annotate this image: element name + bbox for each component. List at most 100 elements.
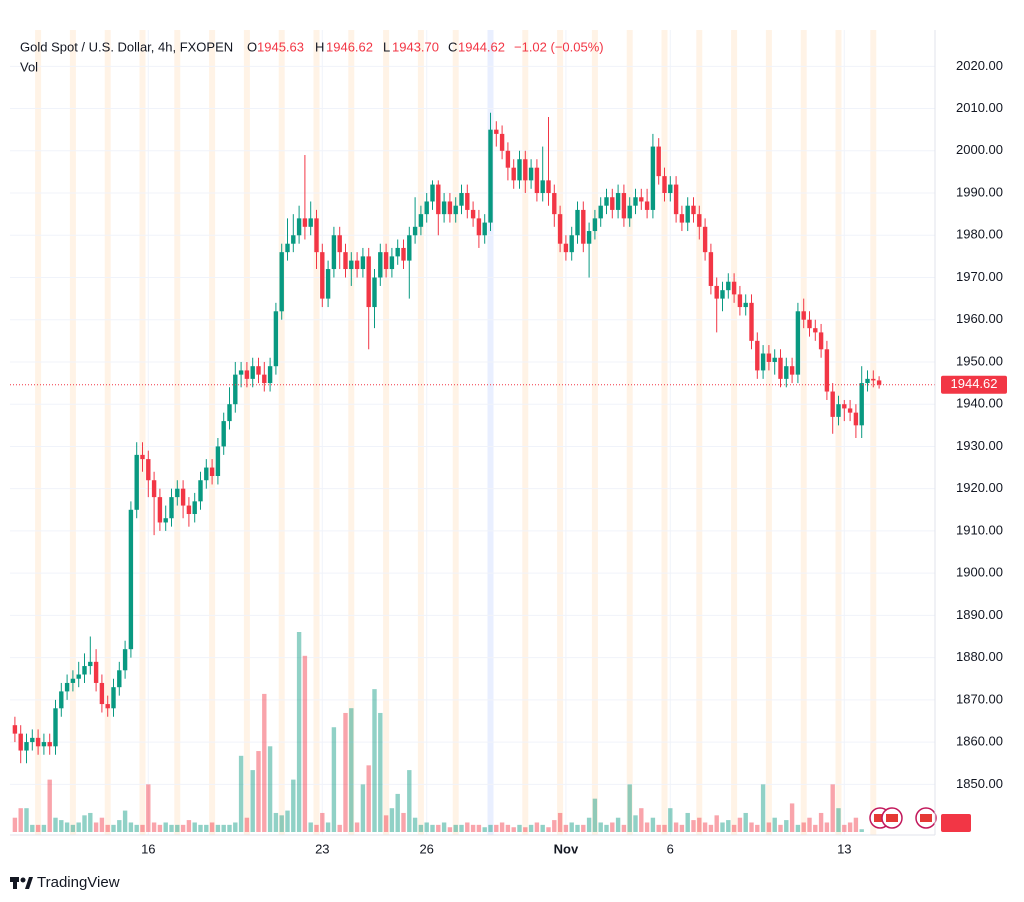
brand-logo	[10, 877, 33, 889]
y-tick-label: 2010.00	[956, 100, 1003, 115]
volume-bar	[760, 784, 766, 832]
legend-close: 1944.62	[458, 39, 505, 54]
candle-body	[204, 467, 209, 481]
legend-letter: O	[247, 39, 257, 54]
y-tick-label: 1850.00	[956, 776, 1003, 791]
candle-body	[766, 353, 772, 362]
candle-body	[795, 311, 801, 375]
volume-bar	[308, 822, 313, 832]
volume-bar	[412, 817, 418, 832]
candle-body	[789, 366, 795, 375]
candle-body	[279, 252, 284, 312]
volume-bar	[12, 817, 18, 832]
candle-body	[569, 235, 574, 253]
session-stripe	[591, 30, 598, 835]
candle-body	[847, 408, 853, 413]
volume-bar	[47, 779, 52, 832]
volume-bar	[372, 689, 377, 832]
volume-bar	[285, 810, 290, 832]
candle-body	[302, 218, 308, 227]
volume-bar	[238, 755, 244, 832]
volume-bar	[30, 824, 35, 832]
volume-bar	[41, 824, 47, 832]
volume-badge	[941, 814, 971, 832]
candle-body	[395, 247, 400, 257]
volume-bar	[511, 827, 516, 832]
volume-bar	[726, 820, 731, 832]
volume-bar	[505, 824, 511, 832]
volume-bar	[523, 827, 528, 832]
volume-bar	[331, 727, 337, 832]
candle-body	[563, 243, 569, 253]
candle-body	[244, 370, 250, 379]
candle-body	[511, 167, 516, 181]
volume-bar	[772, 817, 777, 832]
volume-bar	[192, 822, 197, 832]
candle-body	[180, 488, 186, 506]
candle-body	[552, 193, 557, 215]
candle-body	[575, 209, 580, 236]
volume-bar	[575, 824, 580, 832]
candle-body	[772, 357, 777, 362]
candle-body	[314, 218, 319, 253]
candle-body	[93, 661, 99, 683]
volume-bar	[302, 655, 308, 832]
candle-body	[430, 184, 435, 202]
session-stripe	[104, 30, 111, 835]
volume-bar	[99, 817, 105, 832]
y-tick-label: 1960.00	[956, 311, 1003, 326]
candle-body	[331, 235, 337, 270]
candle-body	[807, 319, 812, 329]
session-stripe	[278, 30, 285, 835]
candle-body	[308, 218, 313, 227]
y-tick-label: 2020.00	[956, 58, 1003, 73]
candle-body	[581, 209, 586, 244]
volume-bar	[731, 824, 737, 832]
candle-body	[708, 252, 714, 286]
candle-body	[702, 226, 708, 253]
volume-bar	[169, 824, 174, 832]
volume-bar	[314, 824, 319, 832]
y-tick-label: 1980.00	[956, 227, 1003, 242]
volume-bar	[859, 829, 864, 832]
volume-bar	[151, 822, 157, 832]
candle-body	[731, 281, 737, 295]
volume-bar	[441, 822, 447, 832]
volume-bar	[581, 824, 586, 832]
candle-body	[198, 480, 203, 502]
volume-bar	[209, 822, 215, 832]
brand: TradingView	[37, 874, 120, 891]
candle-body	[482, 222, 487, 236]
candle-body	[650, 146, 656, 210]
volume-bar	[53, 817, 58, 832]
candle-body	[53, 708, 58, 747]
candle-body	[691, 205, 696, 215]
volume-bar	[256, 751, 261, 832]
candle-body	[546, 180, 551, 194]
volume-bar	[499, 822, 505, 832]
candle-body	[209, 467, 215, 477]
candle-body	[679, 214, 685, 223]
candle-body	[523, 159, 528, 181]
volume-bar	[755, 824, 760, 832]
y-tick-label: 1990.00	[956, 184, 1003, 199]
volume-bar	[604, 824, 609, 832]
x-tick-label: 23	[315, 841, 329, 856]
candle-body	[853, 412, 859, 426]
candle-body	[256, 366, 261, 375]
candle-body	[82, 666, 87, 675]
volume-bar	[639, 808, 644, 832]
legend-change: −1.02 (−0.05%)	[514, 39, 604, 54]
candle-body	[285, 243, 290, 253]
volume-bar	[447, 827, 453, 832]
candle-body	[668, 184, 673, 194]
candle-body	[755, 340, 760, 371]
volume-bar	[76, 822, 81, 832]
candle-body	[453, 205, 458, 215]
candle-body	[354, 260, 360, 270]
volume-bar	[267, 746, 273, 832]
candle-body	[818, 332, 824, 350]
candle-body	[586, 231, 592, 244]
volume-bar	[325, 822, 331, 832]
session-stripe	[174, 30, 181, 835]
